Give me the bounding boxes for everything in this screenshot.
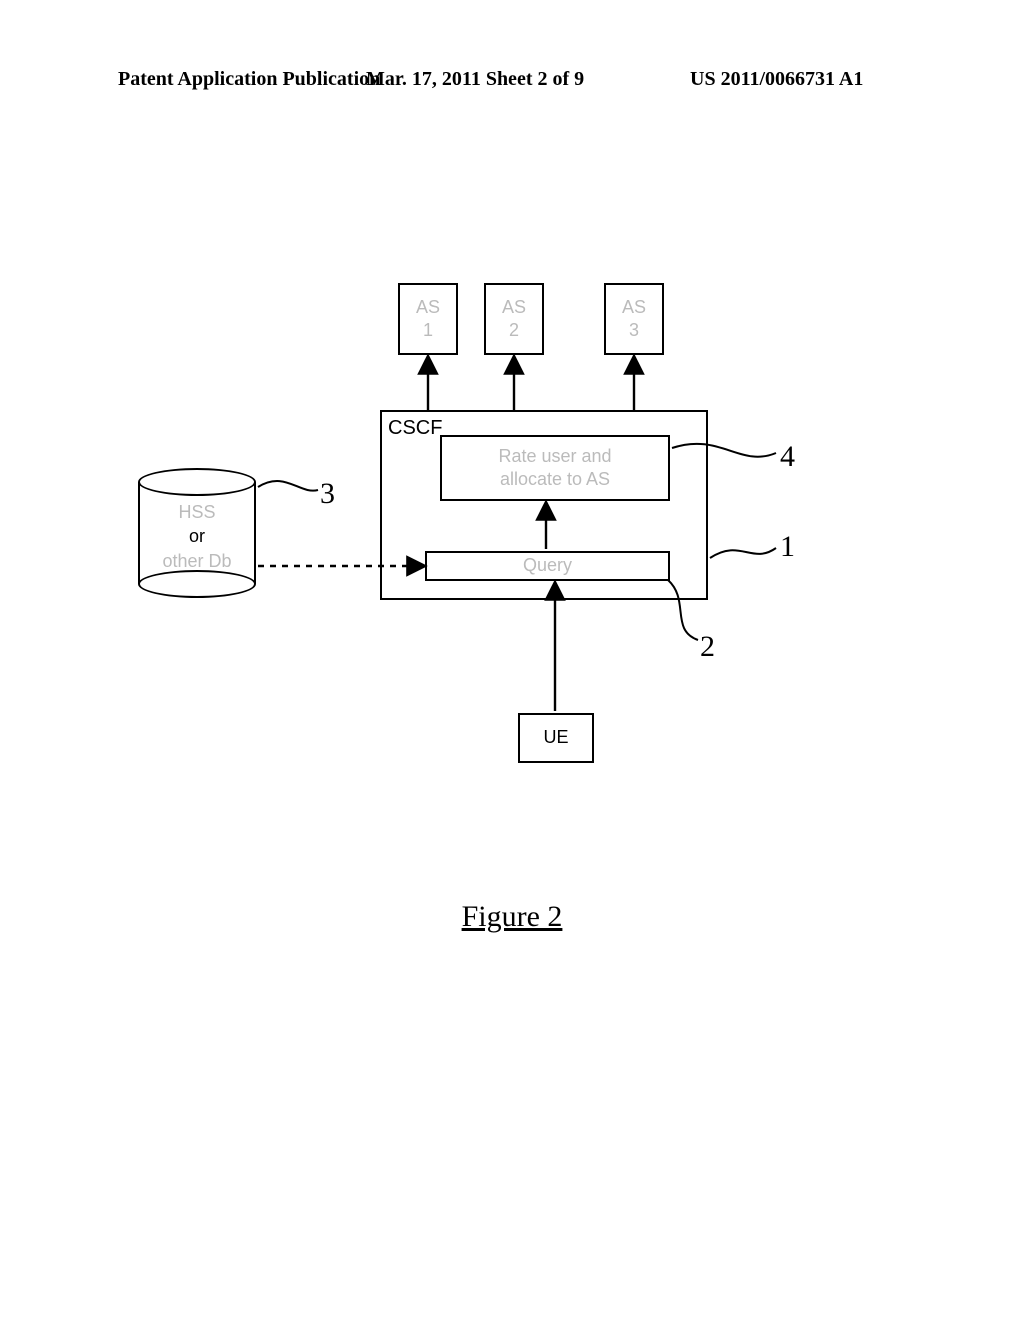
db-line2: or xyxy=(189,526,205,546)
rate-box-line2: allocate to AS xyxy=(500,469,610,489)
diagram-area: AS 1 AS 2 AS 3 CSCF Rate user and alloca… xyxy=(0,0,1024,1320)
node-ue: UE xyxy=(518,713,594,763)
db-line1: HSS xyxy=(178,502,215,522)
db-label: HSS or other Db xyxy=(138,500,256,573)
node-rate-box: Rate user and allocate to AS xyxy=(440,435,670,501)
node-as2-line2: 2 xyxy=(509,320,519,340)
node-as3-label: AS 3 xyxy=(606,296,662,343)
node-as1-label: AS 1 xyxy=(400,296,456,343)
cscf-label: CSCF xyxy=(388,415,442,441)
node-as1: AS 1 xyxy=(398,283,458,355)
callout-1: 1 xyxy=(780,530,795,564)
db-line3: other Db xyxy=(162,551,231,571)
figure-caption: Figure 2 xyxy=(462,900,563,934)
node-as3: AS 3 xyxy=(604,283,664,355)
node-as2-line1: AS xyxy=(502,297,526,317)
node-db-cylinder: HSS or other Db xyxy=(138,468,256,598)
node-as1-line1: AS xyxy=(416,297,440,317)
ue-label: UE xyxy=(520,726,592,749)
node-query-box: Query xyxy=(425,551,670,581)
node-as2: AS 2 xyxy=(484,283,544,355)
node-as2-label: AS 2 xyxy=(486,296,542,343)
callout-2: 2 xyxy=(700,630,715,664)
arrows-layer xyxy=(0,0,1024,1320)
callout-3: 3 xyxy=(320,477,335,511)
query-box-label: Query xyxy=(427,554,668,577)
node-as1-line2: 1 xyxy=(423,320,433,340)
callout-4: 4 xyxy=(780,440,795,474)
node-as3-line2: 3 xyxy=(629,320,639,340)
node-as3-line1: AS xyxy=(622,297,646,317)
rate-box-label: Rate user and allocate to AS xyxy=(442,445,668,492)
rate-box-line1: Rate user and xyxy=(498,446,611,466)
